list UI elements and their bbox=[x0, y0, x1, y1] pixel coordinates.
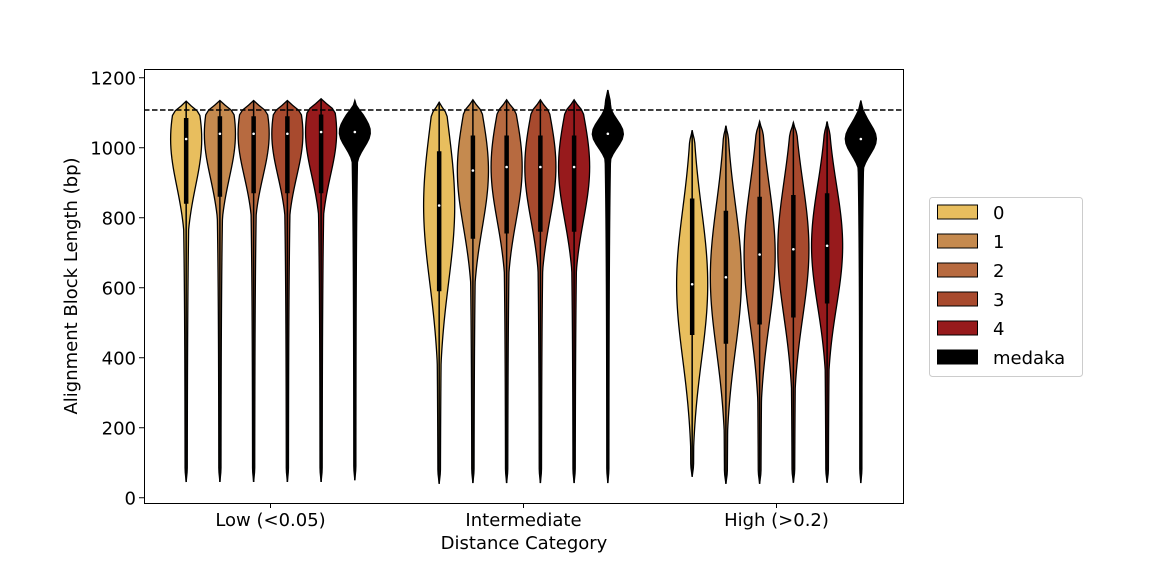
violin-median-dot bbox=[319, 130, 323, 134]
violin bbox=[422, 100, 456, 484]
y-tick-label: 200 bbox=[102, 418, 136, 439]
legend-swatch bbox=[937, 349, 978, 365]
violin-median-dot bbox=[758, 253, 761, 256]
legend-label: 3 bbox=[993, 290, 1004, 311]
legend-swatch bbox=[937, 204, 978, 220]
legend: 0 1 2 3 4 medaka bbox=[929, 197, 1083, 377]
violin bbox=[456, 98, 490, 484]
violin bbox=[777, 120, 810, 483]
y-axis: 0 200 400 600 800 1000 1200 bbox=[90, 68, 144, 509]
violin bbox=[743, 118, 776, 484]
x-tick-label: Intermediate bbox=[465, 510, 581, 531]
legend-swatch bbox=[937, 262, 978, 278]
violin bbox=[237, 99, 270, 483]
legend-label: 2 bbox=[993, 261, 1004, 282]
legend-entry: 4 bbox=[937, 319, 1004, 340]
violin bbox=[844, 100, 878, 484]
legend-entry: medaka bbox=[937, 348, 1065, 369]
violin bbox=[557, 98, 591, 484]
violin-median-dot bbox=[505, 165, 508, 169]
legend-label: 0 bbox=[993, 203, 1004, 224]
violin-median-dot bbox=[572, 165, 576, 169]
y-tick-label: 400 bbox=[102, 348, 136, 369]
legend-swatch bbox=[937, 320, 978, 336]
y-tick-label: 1000 bbox=[90, 138, 136, 159]
x-axis: Low (<0.05) Intermediate High (>0.2) bbox=[215, 503, 829, 531]
violin-median-dot bbox=[539, 165, 542, 169]
y-tick-label: 1200 bbox=[90, 68, 136, 89]
violin bbox=[675, 130, 709, 477]
legend-label: 4 bbox=[993, 319, 1004, 340]
y-tick-label: 600 bbox=[102, 278, 136, 299]
y-tick-label: 0 bbox=[125, 488, 136, 509]
legend-label: medaka bbox=[993, 348, 1065, 369]
violin-median-dot bbox=[218, 132, 222, 136]
y-axis-title: Alignment Block Length (bp) bbox=[61, 157, 82, 414]
x-tick-label: Low (<0.05) bbox=[215, 510, 325, 531]
legend-label: 1 bbox=[993, 232, 1004, 253]
violin-median-dot bbox=[437, 204, 441, 207]
violin-median-dot bbox=[859, 137, 863, 141]
violin bbox=[810, 121, 844, 483]
violin-median-dot bbox=[792, 247, 795, 251]
violin bbox=[271, 99, 304, 483]
violin bbox=[490, 98, 523, 484]
violin bbox=[591, 89, 625, 484]
violin-median-dot bbox=[724, 275, 728, 279]
violin-median-dot bbox=[471, 169, 475, 172]
violins-layer bbox=[169, 89, 878, 484]
violin bbox=[524, 98, 557, 484]
violin bbox=[709, 125, 743, 484]
legend-entry: 2 bbox=[937, 261, 1004, 282]
violin bbox=[203, 99, 237, 483]
x-tick-label: High (>0.2) bbox=[724, 510, 829, 531]
legend-swatch bbox=[937, 291, 978, 307]
violin bbox=[169, 100, 203, 483]
violin-median-dot bbox=[825, 244, 829, 248]
x-axis-title: Distance Category bbox=[441, 533, 608, 554]
legend-entry: 3 bbox=[937, 290, 1004, 311]
violin-median-dot bbox=[184, 137, 188, 141]
violin bbox=[304, 97, 338, 483]
legend-swatch bbox=[937, 233, 978, 249]
violin-median-dot bbox=[353, 130, 357, 134]
violin-median-dot bbox=[286, 132, 289, 136]
violin-median-dot bbox=[252, 132, 255, 136]
y-tick-label: 800 bbox=[102, 208, 136, 229]
violin-median-dot bbox=[690, 282, 694, 286]
violin-median-dot bbox=[606, 132, 610, 136]
legend-entry: 0 bbox=[937, 203, 1004, 224]
violin bbox=[338, 98, 371, 481]
legend-entry: 1 bbox=[937, 232, 1004, 253]
